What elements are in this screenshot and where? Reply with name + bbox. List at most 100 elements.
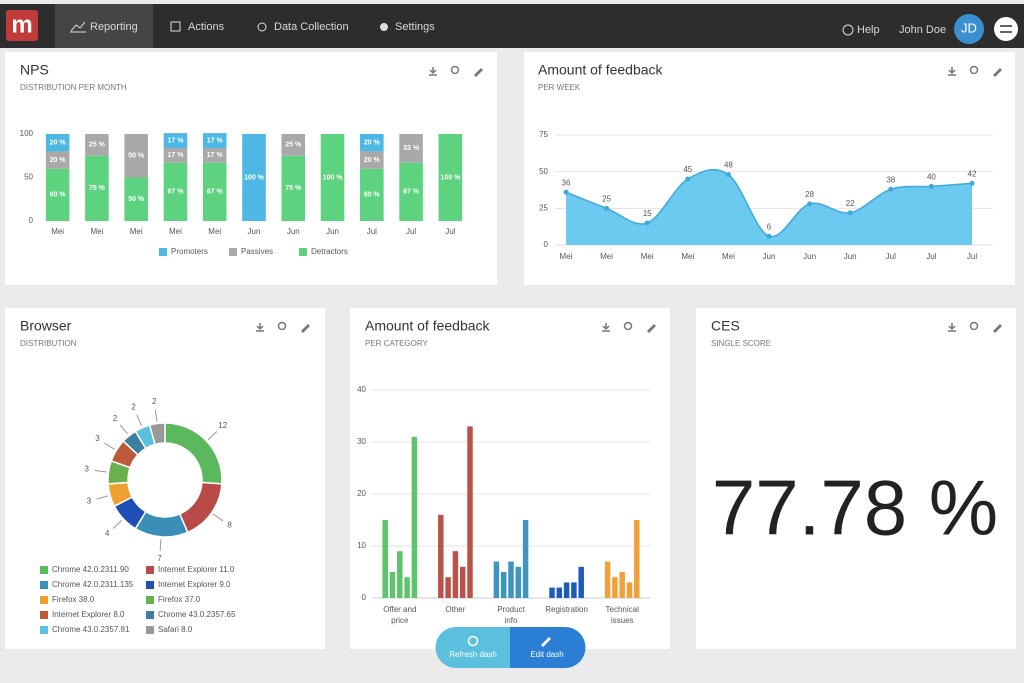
panel-title: NPS (20, 62, 49, 78)
x-tick-label: Other (445, 605, 465, 614)
user-name[interactable]: John Doe (899, 24, 946, 36)
zoom-icon[interactable] (969, 321, 979, 331)
x-tick-label: Jul (367, 227, 377, 236)
logo[interactable] (6, 10, 38, 41)
bar (452, 551, 459, 598)
data-label: 50 % (128, 153, 145, 160)
tab-icon (380, 23, 388, 31)
legend-label[interactable]: Chrome 42.0.2311.90 (52, 565, 129, 574)
bar (459, 566, 466, 598)
x-tick-label: Jun (248, 227, 261, 236)
zoom-icon[interactable] (969, 65, 979, 75)
legend-label[interactable]: Chrome 43.0.2357.65 (158, 610, 236, 619)
bar (571, 582, 577, 598)
bar-segment (163, 133, 188, 148)
legend-swatch[interactable] (146, 581, 154, 589)
data-label: 42 (968, 170, 977, 179)
edit-icon[interactable] (993, 324, 1002, 333)
legend-swatch[interactable] (40, 611, 48, 619)
legend-label[interactable]: Detractors (311, 247, 348, 256)
x-tick-label: Mei (130, 227, 143, 236)
y-tick-label: 0 (29, 216, 34, 225)
legend-label[interactable]: Passives (241, 247, 273, 256)
bar (493, 561, 500, 598)
legend-swatch[interactable] (40, 626, 48, 634)
data-label: 100 % (244, 174, 265, 181)
download-icon[interactable] (429, 67, 437, 76)
button-label: Edit dash (530, 650, 563, 659)
nav-tab[interactable]: Settings (395, 21, 435, 33)
data-label: 6 (767, 222, 772, 231)
settings-button[interactable] (994, 17, 1018, 41)
bar (397, 551, 403, 598)
legend-swatch[interactable] (40, 566, 48, 574)
y-tick-label: 10 (357, 541, 366, 550)
x-tick-label: Jun (844, 252, 857, 261)
edit-icon[interactable] (993, 68, 1002, 77)
data-label: 36 (562, 178, 571, 187)
leader-line (212, 513, 224, 522)
data-label: 67 % (167, 189, 184, 196)
legend-label[interactable]: Firefox 37.0 (158, 595, 201, 604)
download-icon[interactable] (256, 323, 264, 332)
x-tick-label: Jun (287, 227, 300, 236)
data-label: 33 % (403, 145, 420, 152)
legend-label[interactable]: Internet Explorer 8.0 (52, 610, 125, 619)
point (847, 210, 853, 216)
bar (556, 587, 563, 598)
zoom-icon[interactable] (450, 65, 460, 75)
bar (508, 561, 514, 598)
data-label: 75 % (89, 185, 106, 192)
legend-label[interactable]: Safari 8.0 (158, 625, 193, 634)
legend-swatch[interactable] (146, 611, 154, 619)
bar (612, 577, 618, 598)
slice (148, 422, 166, 446)
legend-label[interactable]: Chrome 43.0.2357.81 (52, 625, 130, 634)
zoom-icon[interactable] (277, 321, 287, 331)
legend-label[interactable]: Chrome 42.0.2311.135 (52, 580, 134, 589)
x-tick-label: Product info (497, 605, 525, 625)
legend-swatch[interactable] (229, 248, 237, 256)
legend-swatch[interactable] (299, 248, 307, 256)
data-label: 17 % (167, 137, 184, 144)
avatar[interactable] (954, 14, 984, 44)
legend-label[interactable]: Internet Explorer 11.0 (158, 565, 235, 574)
legend-swatch[interactable] (146, 596, 154, 604)
data-label: 50 % (128, 196, 145, 203)
download-icon[interactable] (602, 323, 610, 332)
data-label: 3 (95, 434, 100, 443)
legend-label[interactable]: Firefox 38.0 (52, 595, 95, 604)
download-icon[interactable] (948, 67, 956, 76)
edit-icon[interactable] (647, 324, 656, 333)
data-label: 67 % (207, 189, 224, 196)
legend-swatch[interactable] (159, 248, 167, 256)
point (766, 233, 772, 239)
legend-swatch[interactable] (40, 581, 48, 589)
nav-tab[interactable]: Data Collection (274, 21, 349, 33)
legend-label[interactable]: Internet Explorer 9.0 (158, 580, 231, 589)
legend-swatch[interactable] (146, 626, 154, 634)
nav-tab[interactable]: Actions (188, 21, 225, 33)
nav-tab[interactable]: Reporting (90, 21, 138, 33)
y-tick-label: 0 (544, 240, 549, 249)
edit-button[interactable] (510, 627, 586, 668)
help-link[interactable]: Help (857, 24, 880, 36)
bar-segment (399, 134, 423, 163)
refresh-button[interactable] (435, 627, 511, 668)
download-icon[interactable] (948, 323, 956, 332)
legend-swatch[interactable] (146, 566, 154, 574)
data-label: 60 % (50, 192, 67, 199)
bar-segment (45, 151, 70, 169)
legend-label[interactable]: Promoters (171, 247, 208, 256)
edit-icon[interactable] (474, 68, 483, 77)
data-label: 100 % (440, 174, 461, 181)
bar (389, 572, 396, 598)
edit-icon[interactable] (301, 324, 310, 333)
bar (549, 587, 555, 598)
leader-line (94, 469, 107, 473)
data-label: 40 (927, 172, 936, 181)
zoom-icon[interactable] (623, 321, 633, 331)
leader-line (119, 424, 129, 435)
data-label: 48 (724, 161, 733, 170)
legend-swatch[interactable] (40, 596, 48, 604)
